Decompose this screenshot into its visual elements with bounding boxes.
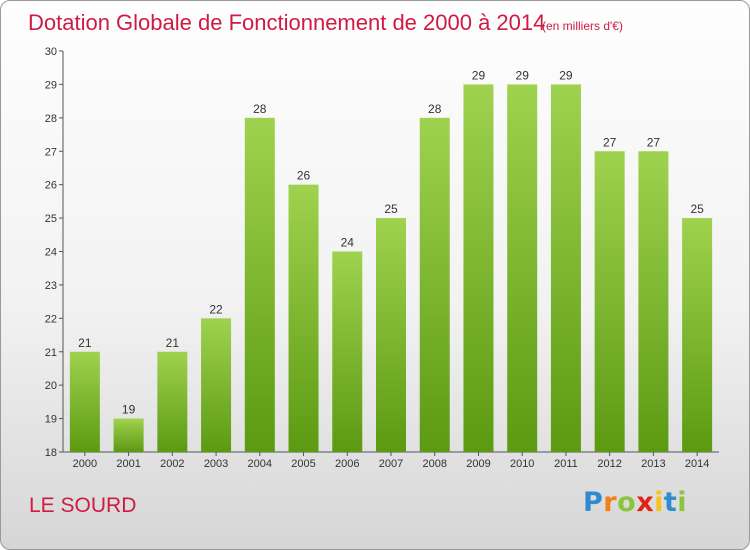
bar-value-label: 29 — [516, 68, 530, 82]
bar — [463, 84, 494, 453]
bar-value-label: 19 — [122, 403, 136, 417]
bar — [638, 151, 669, 452]
x-tick-label: 2007 — [379, 458, 403, 470]
bar — [376, 218, 406, 452]
y-tick-label: 29 — [45, 79, 57, 91]
logo-letter: r — [603, 487, 618, 518]
bar — [244, 117, 275, 452]
bar-value-label: 24 — [341, 236, 355, 250]
x-tick-label: 2011 — [554, 458, 578, 470]
chart-unit: (en milliers d'€) — [542, 19, 623, 33]
x-tick-label: 2000 — [73, 458, 97, 470]
bar-value-label: 21 — [78, 336, 92, 350]
proxiti-logo: Proxiti — [583, 487, 687, 518]
logo-letter: i — [677, 487, 688, 518]
logo-letter: x — [636, 487, 655, 518]
x-tick-label: 2002 — [160, 458, 184, 470]
commune-name: LE SOURD — [29, 494, 137, 517]
x-tick-label: 2005 — [291, 458, 315, 470]
y-tick-label: 20 — [45, 380, 57, 392]
logo-letter: t — [663, 487, 678, 518]
bar-value-label: 22 — [209, 302, 223, 316]
y-tick-label: 25 — [45, 213, 57, 225]
chart-title: Dotation Globale de Fonctionnement de 20… — [28, 10, 546, 35]
logo-letter: i — [654, 487, 664, 518]
bar-value-label: 28 — [428, 102, 442, 116]
bar — [594, 151, 625, 452]
bar — [288, 184, 319, 452]
bar — [419, 117, 450, 452]
x-tick-label: 2012 — [597, 458, 621, 470]
bar-value-label: 29 — [559, 68, 573, 82]
x-tick-label: 2008 — [422, 458, 446, 470]
x-tick-label: 2013 — [641, 458, 665, 470]
y-tick-label: 18 — [45, 447, 57, 459]
bar — [113, 418, 144, 452]
bar — [69, 351, 100, 452]
y-tick-label: 21 — [45, 347, 57, 359]
x-tick-label: 2003 — [204, 458, 228, 470]
bar — [682, 218, 713, 452]
y-tick-label: 28 — [45, 113, 57, 125]
bar-value-label: 21 — [166, 336, 180, 350]
chart-bars: 21 19 21 22 28 26 24 25 28 29 29 29 27 27 25 — [69, 68, 713, 453]
bar-value-label: 29 — [472, 68, 486, 82]
y-tick-label: 27 — [45, 146, 57, 158]
y-tick-label: 24 — [45, 247, 57, 259]
y-tick-label: 30 — [45, 46, 57, 58]
bar-value-label: 25 — [690, 202, 704, 216]
y-tick-label: 19 — [45, 414, 57, 426]
x-tick-label: 2004 — [248, 458, 272, 470]
bar — [201, 318, 232, 452]
bar — [332, 251, 363, 452]
bar-value-label: 27 — [603, 135, 617, 149]
x-tick-label: 2009 — [466, 458, 490, 470]
x-tick-label: 2010 — [510, 458, 534, 470]
bar — [507, 84, 538, 453]
logo-letter: P — [583, 487, 604, 518]
y-tick-label: 23 — [45, 280, 57, 292]
y-tick-label: 26 — [45, 180, 57, 192]
bar-value-label: 26 — [297, 169, 311, 183]
logo-letter: o — [617, 487, 637, 518]
y-tick-label: 22 — [45, 313, 57, 325]
x-tick-label: 2006 — [335, 458, 359, 470]
bar-value-label: 28 — [253, 102, 267, 116]
bar — [157, 351, 188, 452]
x-tick-label: 2001 — [116, 458, 140, 470]
x-tick-label: 2014 — [685, 458, 709, 470]
chart-axes: 18 19 20 21 22 23 24 25 26 27 28 29 30 2000 2001 2002 20… — [45, 46, 719, 470]
bar-value-label: 27 — [647, 135, 661, 149]
bar-value-label: 25 — [384, 202, 398, 216]
bar — [550, 84, 581, 453]
